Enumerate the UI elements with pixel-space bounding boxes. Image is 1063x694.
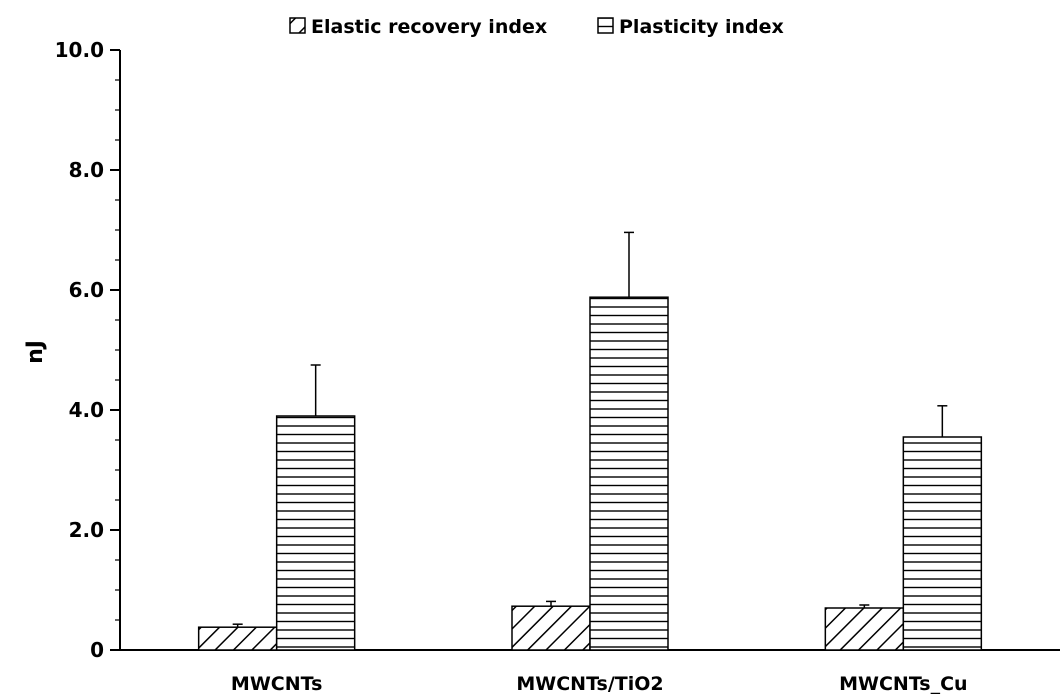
legend-item-elastic: Elastic recovery index <box>289 16 547 38</box>
y-tick-label: 8.0 <box>69 158 104 182</box>
x-category-label: MWCNTs_Cu <box>839 673 967 694</box>
bar-elastic <box>197 626 278 651</box>
y-tick-label: 2.0 <box>69 518 104 542</box>
x-category-label: MWCNTs/TiO2 <box>516 673 663 694</box>
legend-label-elastic: Elastic recovery index <box>311 16 547 38</box>
y-tick-label: 0 <box>90 638 104 662</box>
bar-elastic <box>511 605 591 651</box>
y-tick-label: 6.0 <box>69 278 104 302</box>
legend: Elastic recovery index Plasticity index <box>289 16 784 38</box>
y-axis-title: nJ <box>23 340 48 364</box>
bar-plasticity <box>589 296 669 651</box>
legend-swatch-elastic <box>289 17 306 34</box>
legend-label-plasticity: Plasticity index <box>619 16 784 38</box>
legend-item-plasticity: Plasticity index <box>597 16 784 38</box>
legend-swatch-plasticity <box>597 17 614 34</box>
x-axis-labels: MWCNTs MWCNTs/TiO2 MWCNTs_Cu <box>231 673 968 694</box>
bars <box>197 296 983 651</box>
y-minor-ticks <box>115 49 120 651</box>
y-axis-ticks: 0 2.0 4.0 6.0 8.0 10.0 <box>55 38 120 662</box>
y-tick-label: 4.0 <box>69 398 104 422</box>
bar-elastic <box>824 607 905 651</box>
bar-plasticity <box>275 415 356 651</box>
y-tick-label: 10.0 <box>55 38 104 62</box>
bar-plasticity <box>902 436 983 651</box>
x-category-label: MWCNTs <box>231 673 322 694</box>
error-bars <box>232 231 948 628</box>
